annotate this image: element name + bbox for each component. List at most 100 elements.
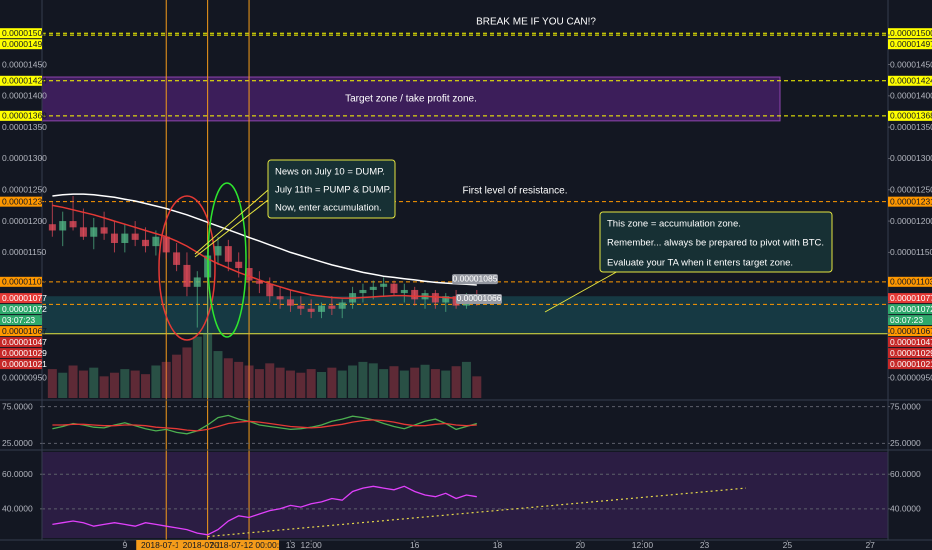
volume-bar: [275, 367, 285, 398]
tick-badge: [0, 348, 42, 359]
volume-bar: [203, 333, 213, 398]
tick-badge: [0, 110, 42, 121]
x-tick-label: 18: [493, 540, 503, 550]
tick-badge: [0, 304, 42, 315]
candle-body: [245, 268, 253, 281]
candle-body: [224, 246, 232, 262]
callout-box: [599, 211, 833, 273]
target-zone-label: Target zone / take profit zone.: [345, 94, 477, 105]
volume-bar: [192, 336, 202, 398]
chart-title: BREAK ME IF YOU CAN!?: [476, 17, 596, 28]
callout-box: [267, 159, 396, 219]
price-bubble: [456, 293, 502, 304]
tick-badge: [0, 359, 42, 370]
candle-body: [442, 296, 450, 303]
y-tick-label: 0.00001072: [2, 304, 47, 314]
tick-badge: [0, 337, 42, 348]
candle-body: [48, 224, 56, 231]
tick-badge: [0, 315, 42, 326]
candle-body: [235, 261, 243, 269]
y-tick-label: 0.00001047: [890, 337, 932, 347]
y-tick-label: 0.00001368: [890, 111, 932, 121]
x-tick-label: 27: [865, 540, 875, 550]
indicator-line: [52, 419, 477, 432]
volume-bar: [172, 354, 182, 398]
candle-body: [152, 236, 160, 247]
y-tick-label: 0.00001424: [2, 76, 47, 86]
tick-badge: [888, 304, 932, 315]
candle-body: [193, 277, 201, 287]
tick-badge: [0, 28, 42, 39]
y-tick-label: 0.00001450: [2, 59, 47, 69]
target-zone: [41, 76, 781, 122]
x-tick-label: 20: [576, 540, 586, 550]
y-tick-label: 0.00001150: [2, 247, 47, 257]
volume-bar: [47, 369, 57, 398]
tick-badge: [0, 196, 42, 207]
y-tick-label: 40.0000: [2, 504, 33, 514]
candle-body: [307, 308, 315, 312]
volume-bar: [399, 370, 409, 398]
tick-badge: [888, 348, 932, 359]
volume-bar: [368, 363, 378, 398]
volume-bar: [99, 376, 109, 398]
candle-body: [390, 283, 398, 294]
candle-body: [369, 286, 377, 290]
tick-badge: [0, 39, 42, 50]
y-tick-label: 0.00001103: [2, 277, 47, 287]
green-ellipse: [207, 182, 247, 338]
volume-bar: [296, 372, 306, 398]
volume-bar: [379, 369, 389, 398]
tick-badge: [136, 540, 197, 550]
volume-bar: [120, 369, 130, 398]
volume-bar: [265, 363, 275, 398]
candle-body: [59, 221, 67, 231]
y-tick-label: 0.00001250: [890, 185, 932, 195]
y-tick-label: 0.00001072: [890, 304, 932, 314]
y-tick-label: 0.00001021: [2, 359, 47, 369]
volume-bar: [389, 366, 399, 398]
volume-bar: [141, 374, 151, 398]
tick-badge: [888, 359, 932, 370]
tick-badge: [888, 39, 932, 50]
volume-bar: [317, 372, 327, 398]
candle-body: [121, 233, 129, 243]
tick-badge: [0, 276, 42, 287]
x-tick-label: 16: [410, 540, 420, 550]
candle-body: [286, 299, 294, 306]
candle-body: [338, 302, 346, 309]
volume-bar: [348, 365, 358, 398]
y-tick-label: 0.00001067: [890, 326, 932, 336]
y-tick-label: 0.00001200: [2, 216, 47, 226]
y-tick-label: 0.00001047: [2, 337, 47, 347]
price-bubble-label: 0.00001066: [457, 293, 502, 303]
candle-body: [318, 305, 326, 312]
y-tick-label: 0.00001400: [2, 91, 47, 101]
volume-bar: [78, 370, 88, 398]
trendline: [207, 487, 747, 538]
volume-bar: [472, 376, 482, 398]
candle-body: [100, 227, 108, 234]
pointer: [194, 199, 269, 258]
volume-bar: [254, 369, 264, 398]
y-tick-label: 0.00001077: [2, 293, 47, 303]
volume-bar: [58, 372, 68, 398]
volume-bar: [223, 358, 233, 398]
candle-body: [173, 252, 181, 265]
y-tick-label: 60.0000: [2, 469, 33, 479]
pointer: [194, 189, 269, 255]
y-tick-label: 40.0000: [890, 504, 921, 514]
x-tick-label: 12:00: [632, 540, 654, 550]
y-tick-label: 0.00001150: [890, 247, 932, 257]
moving-average: [52, 204, 477, 301]
candle-body: [110, 233, 118, 243]
volume-bar: [89, 367, 99, 398]
candle-body: [328, 305, 336, 309]
tick-badge: [0, 75, 42, 86]
y-tick-label: 0.00001497: [890, 39, 932, 49]
y-tick-label: 0.00001350: [890, 122, 932, 132]
y-tick-label: 0.00001250: [2, 185, 47, 195]
candle-body: [359, 289, 367, 294]
x-tick-label: 2018-07-11 0: [183, 540, 233, 550]
volume-bar: [285, 370, 295, 398]
